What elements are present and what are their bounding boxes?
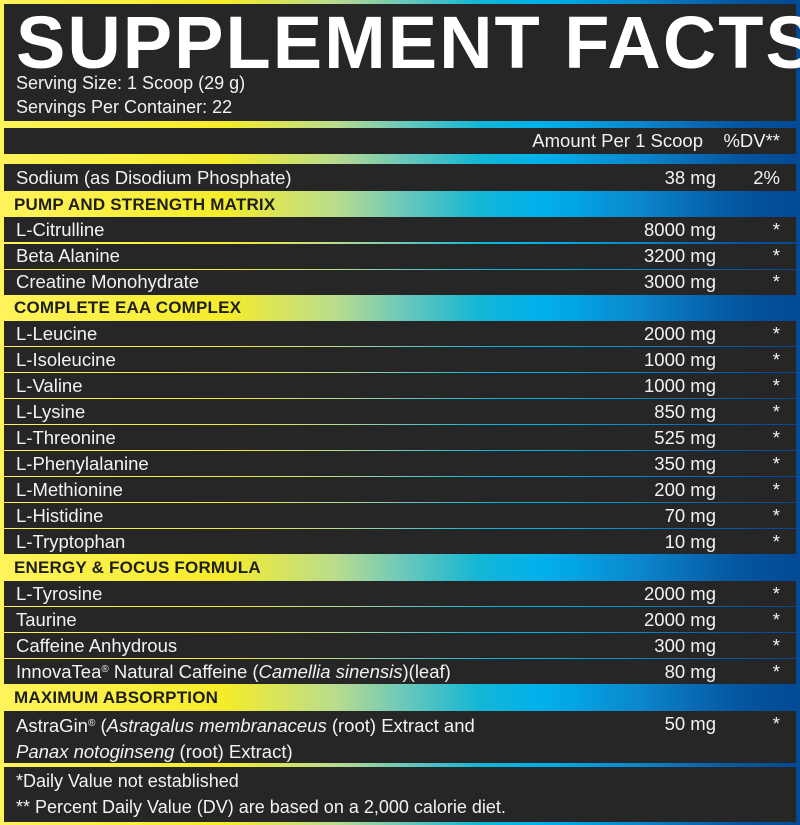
latin-name: Camellia sinensis [258, 660, 403, 682]
ingredient-dv: * [772, 660, 780, 682]
column-header-row: Amount Per 1 Scoop %DV** [4, 128, 796, 154]
ingredient-amount: 2000 mg [644, 322, 716, 344]
ingredient-name: L-Leucine [16, 322, 98, 344]
dv-column-header: %DV** [723, 130, 780, 151]
nutrient-amount: 38 mg [664, 166, 716, 188]
ingredient-dv: * [772, 245, 780, 266]
section-header-energy: ENERGY & FOCUS FORMULA [14, 558, 261, 577]
latin-name: Astragalus membranaceus [106, 715, 327, 736]
ingredient-amount: 200 mg [654, 478, 716, 500]
ingredient-row: Caffeine Anhydrous 300 mg * [4, 633, 796, 658]
ingredient-amount: 50 mg [664, 713, 716, 734]
nutrient-name: Sodium (as Disodium Phosphate) [16, 166, 292, 188]
ingredient-row: Taurine 2000 mg * [4, 607, 796, 632]
ingredient-name: L-Histidine [16, 504, 104, 526]
name-text: Natural Caffeine ( [108, 660, 259, 682]
ingredient-row: L-Phenylalanine 350 mg * [4, 451, 796, 476]
ingredient-dv: * [772, 426, 780, 448]
name-text: ( [95, 715, 107, 736]
ingredient-row: L-Isoleucine 1000 mg * [4, 347, 796, 372]
ingredient-amount: 3000 mg [644, 271, 716, 292]
ingredient-row: L-Valine 1000 mg * [4, 373, 796, 398]
ingredient-dv: * [772, 271, 780, 292]
ingredient-dv: * [772, 322, 780, 344]
section-header-absorption: MAXIMUM ABSORPTION [14, 688, 219, 707]
ingredient-dv: * [772, 218, 780, 240]
serving-size: Serving Size: 1 Scoop (29 g) [16, 73, 246, 93]
ingredient-row: L-Leucine 2000 mg * [4, 321, 796, 346]
amount-column-header: Amount Per 1 Scoop [532, 130, 703, 151]
ingredient-row: L-Histidine 70 mg * [4, 503, 796, 528]
ingredient-name: Caffeine Anhydrous [16, 634, 178, 656]
ingredient-name: L-Methionine [16, 478, 123, 500]
ingredient-row: L-Threonine 525 mg * [4, 425, 796, 450]
ingredient-name: L-Phenylalanine [16, 452, 149, 474]
ingredient-amount: 350 mg [654, 452, 716, 474]
ingredient-name: Beta Alanine [16, 245, 120, 266]
ingredient-row: Creatine Monohydrate 3000 mg * [4, 269, 796, 295]
ingredient-row: Beta Alanine 3200 mg * [4, 243, 796, 269]
ingredient-name: L-Tyrosine [16, 582, 103, 604]
name-text: (root) Extract) [174, 741, 293, 762]
ingredient-row: InnovaTea® Natural Caffeine (Camellia si… [4, 659, 796, 684]
ingredient-name: L-Citrulline [16, 218, 105, 240]
ingredient-amount: 1000 mg [644, 374, 716, 396]
nutrient-dv: 2% [753, 166, 780, 188]
ingredient-dv: * [772, 530, 780, 552]
ingredient-amount: 2000 mg [644, 608, 716, 630]
ingredient-amount: 3200 mg [644, 245, 716, 266]
ingredient-amount: 525 mg [654, 426, 716, 448]
ingredient-name: InnovaTea® Natural Caffeine (Camellia si… [16, 661, 451, 683]
section-header-pump: PUMP AND STRENGTH MATRIX [14, 195, 276, 214]
servings-per-container: Servings Per Container: 22 [16, 97, 233, 117]
name-text: )(leaf) [402, 660, 451, 682]
ingredient-amount: 8000 mg [644, 218, 716, 240]
ingredient-row: L-Tryptophan 10 mg * [4, 529, 796, 554]
ingredient-dv: * [772, 582, 780, 604]
brand-name: InnovaTea [16, 660, 102, 682]
ingredient-row: L-Methionine 200 mg * [4, 477, 796, 502]
ingredient-row: L-Citrulline 8000 mg * [4, 217, 796, 242]
ingredient-name: AstraGin® (Astragalus membranaceus (root… [16, 711, 475, 765]
title-panel: SUPPLEMENT FACTS Serving Size: 1 Scoop (… [4, 1, 800, 121]
name-text: (root) Extract and [326, 715, 475, 736]
ingredient-amount: 300 mg [654, 634, 716, 656]
ingredient-amount: 70 mg [664, 504, 716, 526]
ingredient-name: Creatine Monohydrate [16, 271, 200, 292]
ingredient-amount: 850 mg [654, 400, 716, 422]
footnotes-panel: *Daily Value not established ** Percent … [4, 767, 796, 822]
ingredient-dv: * [772, 452, 780, 474]
ingredient-name: Taurine [16, 608, 77, 630]
ingredient-dv: * [772, 400, 780, 422]
ingredient-dv: * [772, 634, 780, 656]
ingredient-row: L-Tyrosine 2000 mg * [4, 581, 796, 606]
registered-mark: ® [101, 663, 109, 675]
footnote-daily-value: *Daily Value not established [16, 771, 239, 791]
ingredient-amount: 1000 mg [644, 348, 716, 370]
ingredient-amount: 2000 mg [644, 582, 716, 604]
ingredient-row: L-Lysine 850 mg * [4, 399, 796, 424]
section-header-eaa: COMPLETE EAA COMPLEX [14, 298, 242, 317]
ingredient-dv: * [772, 348, 780, 370]
nutrient-row-sodium: Sodium (as Disodium Phosphate) 38 mg 2% [4, 164, 796, 191]
brand-name: AstraGin [16, 715, 88, 736]
ingredient-dv: * [772, 608, 780, 630]
ingredient-dv: * [772, 374, 780, 396]
ingredient-dv: * [772, 478, 780, 500]
ingredient-name: L-Isoleucine [16, 348, 116, 370]
ingredient-dv: * [772, 504, 780, 526]
ingredient-dv: * [772, 713, 780, 734]
ingredient-name: L-Threonine [16, 426, 116, 448]
ingredient-amount: 10 mg [664, 530, 716, 552]
ingredient-name: L-Valine [16, 374, 83, 396]
registered-mark: ® [87, 718, 96, 729]
ingredient-row: AstraGin® (Astragalus membranaceus (root… [4, 711, 796, 763]
ingredient-name: L-Lysine [16, 400, 86, 422]
footnote-percent-dv: ** Percent Daily Value (DV) are based on… [16, 797, 506, 817]
ingredient-name: L-Tryptophan [16, 530, 126, 552]
ingredient-amount: 80 mg [664, 660, 716, 682]
label-title: SUPPLEMENT FACTS [16, 1, 800, 84]
latin-name: Panax notoginseng [16, 741, 175, 762]
